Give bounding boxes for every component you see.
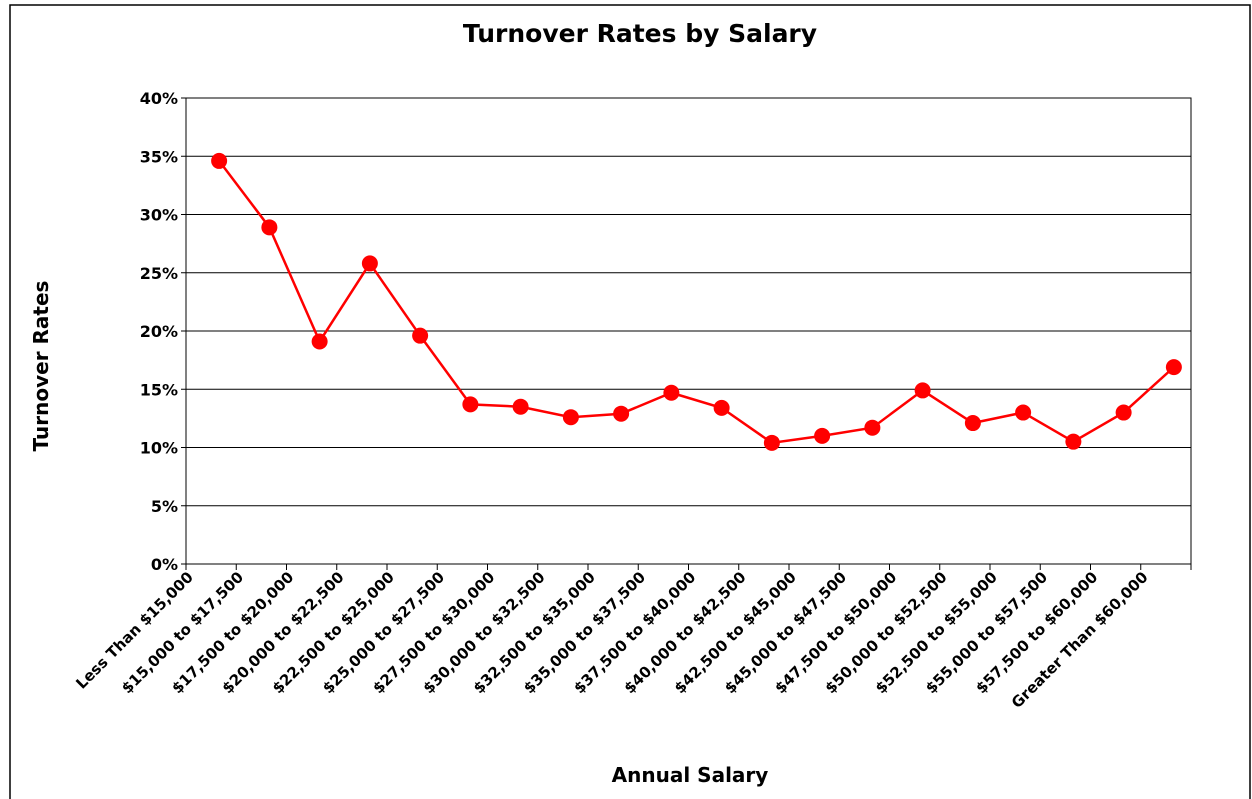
data-point <box>261 219 278 236</box>
y-tick-label: 0% <box>151 555 178 574</box>
x-axis-label: Annual Salary <box>612 763 769 787</box>
y-tick-label: 20% <box>140 322 178 341</box>
y-tick-label: 40% <box>140 89 178 108</box>
data-point <box>914 382 931 399</box>
data-point <box>613 405 630 422</box>
data-point <box>763 434 780 451</box>
data-point <box>964 415 981 432</box>
y-tick-label: 35% <box>140 147 178 166</box>
data-point <box>462 396 479 413</box>
data-point <box>713 399 730 416</box>
data-point <box>814 427 831 444</box>
data-point <box>1065 433 1082 450</box>
data-point <box>1015 404 1032 421</box>
data-point <box>512 398 529 415</box>
data-point <box>361 255 378 272</box>
y-tick-label: 30% <box>140 206 178 225</box>
data-line <box>218 160 1175 445</box>
chart-title: Turnover Rates by Salary <box>463 19 817 48</box>
chart-frame <box>9 4 1251 799</box>
data-point <box>211 152 228 169</box>
y-tick-label: 15% <box>140 380 178 399</box>
data-point <box>663 384 680 401</box>
data-point <box>864 419 881 436</box>
y-tick-label: 5% <box>151 497 178 516</box>
y-tick-label: 10% <box>140 439 178 458</box>
data-point <box>311 333 328 350</box>
data-point <box>562 409 579 426</box>
data-point <box>1115 404 1132 421</box>
y-tick-label: 25% <box>140 264 178 283</box>
data-point <box>1165 359 1182 376</box>
data-point <box>412 327 429 344</box>
y-axis-label: Turnover Rates <box>29 281 53 452</box>
